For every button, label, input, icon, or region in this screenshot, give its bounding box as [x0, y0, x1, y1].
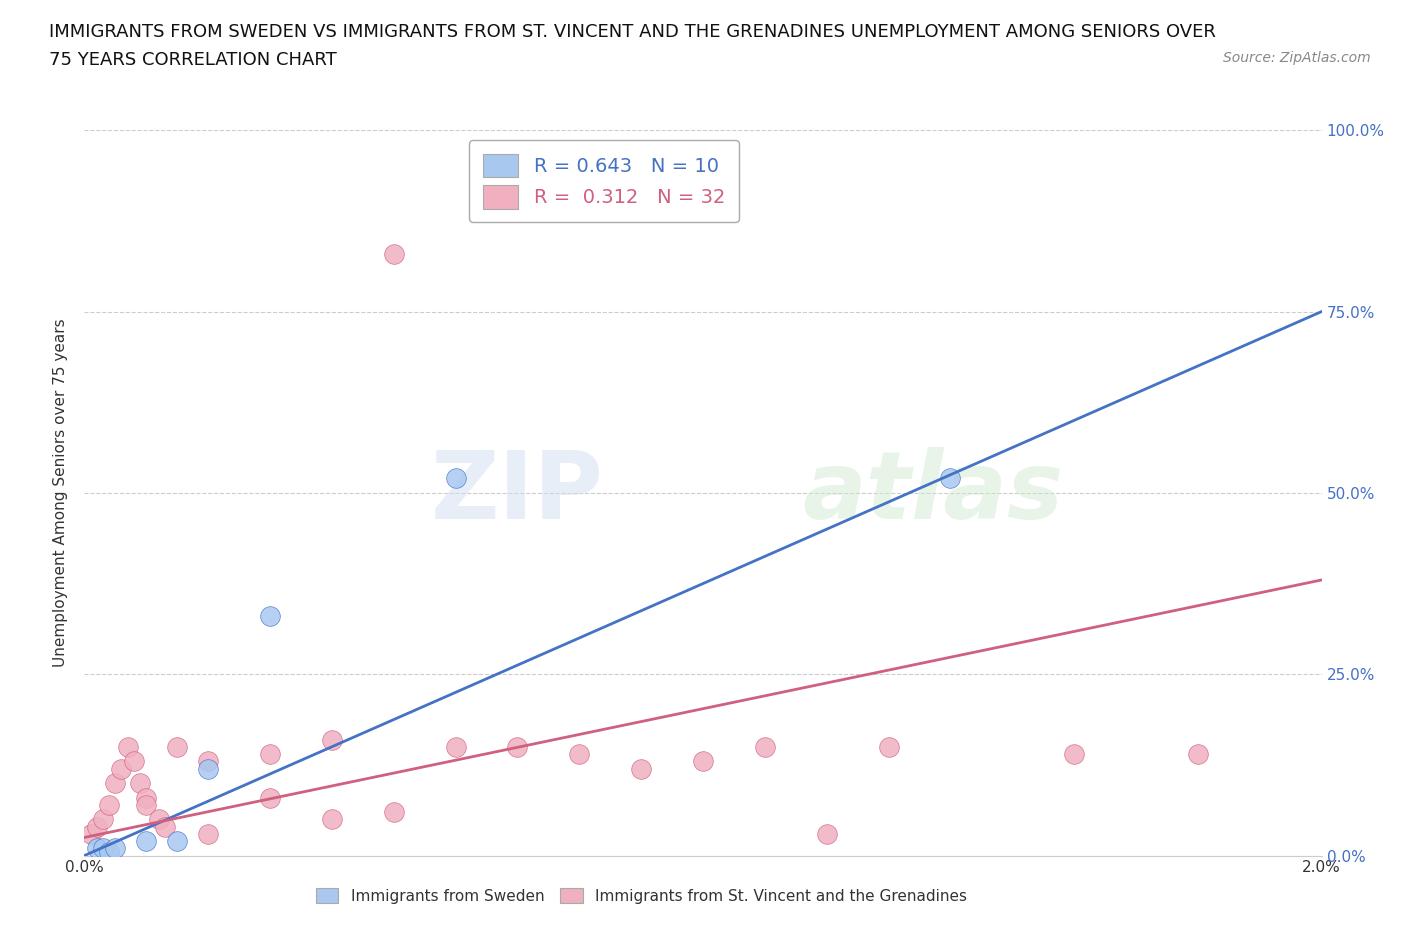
Point — [86, 819, 108, 834]
Point — [129, 776, 152, 790]
Point — [98, 797, 121, 812]
Point — [321, 812, 343, 827]
Point — [135, 790, 157, 805]
Point — [197, 754, 219, 769]
Point — [815, 827, 838, 842]
Point — [506, 739, 529, 754]
Text: Source: ZipAtlas.com: Source: ZipAtlas.com — [1223, 51, 1371, 65]
Point — [135, 797, 157, 812]
Point — [98, 844, 121, 859]
Point — [321, 732, 343, 747]
Point — [104, 776, 127, 790]
Point — [692, 754, 714, 769]
Point — [91, 841, 114, 856]
Point — [122, 754, 145, 769]
Y-axis label: Unemployment Among Seniors over 75 years: Unemployment Among Seniors over 75 years — [53, 319, 69, 667]
Point — [166, 833, 188, 848]
Point — [91, 812, 114, 827]
Point — [110, 761, 132, 776]
Point — [630, 761, 652, 776]
Point — [444, 471, 467, 485]
Point — [1063, 747, 1085, 762]
Point — [259, 609, 281, 624]
Point — [568, 747, 591, 762]
Point — [259, 790, 281, 805]
Point — [104, 841, 127, 856]
Point — [117, 739, 139, 754]
Point — [197, 761, 219, 776]
Point — [166, 739, 188, 754]
Text: ZIP: ZIP — [432, 447, 605, 538]
Point — [444, 739, 467, 754]
Point — [382, 246, 405, 261]
Point — [153, 819, 176, 834]
Point — [754, 739, 776, 754]
Point — [148, 812, 170, 827]
Text: 75 YEARS CORRELATION CHART: 75 YEARS CORRELATION CHART — [49, 51, 337, 69]
Point — [1187, 747, 1209, 762]
Point — [79, 827, 101, 842]
Point — [877, 739, 900, 754]
Point — [197, 827, 219, 842]
Legend: Immigrants from Sweden, Immigrants from St. Vincent and the Grenadines: Immigrants from Sweden, Immigrants from … — [309, 882, 973, 910]
Point — [86, 841, 108, 856]
Point — [259, 747, 281, 762]
Point — [135, 833, 157, 848]
Text: IMMIGRANTS FROM SWEDEN VS IMMIGRANTS FROM ST. VINCENT AND THE GRENADINES UNEMPLO: IMMIGRANTS FROM SWEDEN VS IMMIGRANTS FRO… — [49, 23, 1216, 41]
Point — [382, 804, 405, 819]
Point — [939, 471, 962, 485]
Text: atlas: atlas — [801, 447, 1063, 538]
